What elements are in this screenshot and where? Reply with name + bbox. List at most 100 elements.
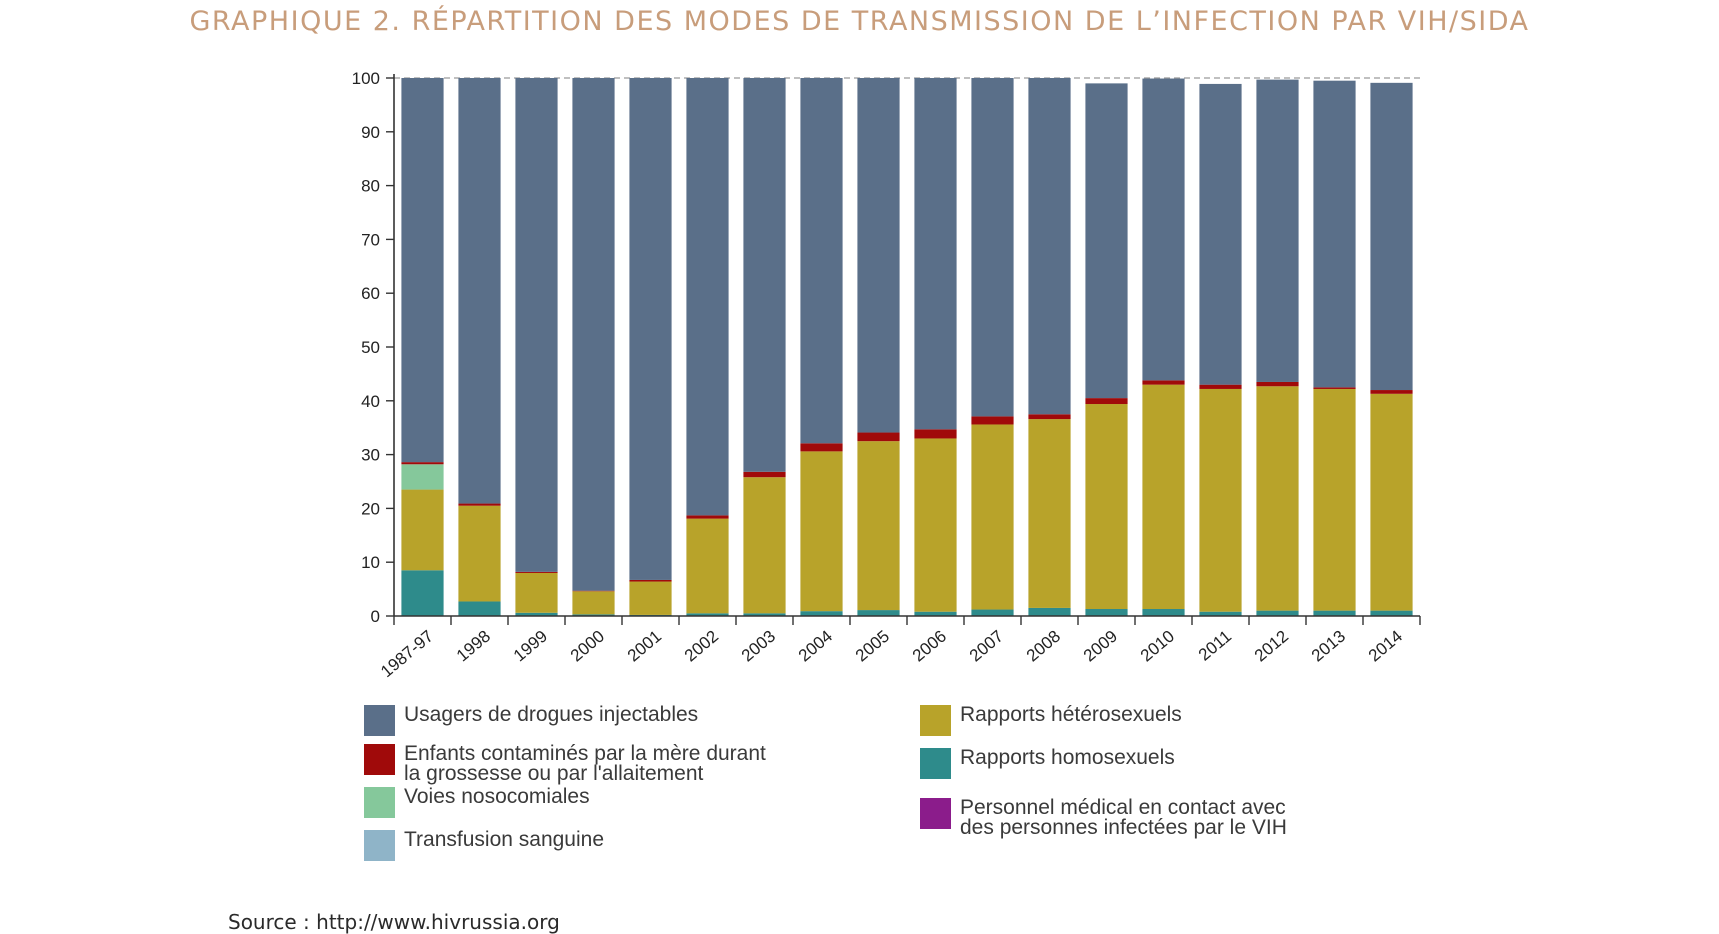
bar-2002-rapports-h-t-rosexuels bbox=[686, 518, 729, 614]
x-tick-label-2006: 2006 bbox=[909, 627, 950, 666]
legend-item-medical-staff: Personnel médical en contact avec des pe… bbox=[920, 796, 1380, 842]
bar-2001-rapports-h-t-rosexuels bbox=[629, 581, 672, 615]
legend-label-nosocomial: Voies nosocomiales bbox=[404, 785, 590, 808]
bar-2004-enfants-contamin-s-par-la-m-re-durant bbox=[800, 443, 843, 452]
bar-2000-rapports-h-t-rosexuels bbox=[572, 591, 615, 615]
bar-2002-enfants-contamin-s-par-la-m-re-durant bbox=[686, 515, 729, 519]
legend-item-nosocomial: Voies nosocomiales bbox=[364, 785, 824, 831]
bar-2013-rapports-h-t-rosexuels bbox=[1313, 388, 1356, 611]
bar-2007-enfants-contamin-s-par-la-m-re-durant bbox=[971, 416, 1014, 425]
x-tick-label-1998: 1998 bbox=[453, 627, 494, 666]
bar-2000-usagers-de-drogues-injectables bbox=[572, 78, 615, 591]
x-tick-label-2008: 2008 bbox=[1023, 627, 1064, 666]
legend-label-transfusion: Transfusion sanguine bbox=[404, 828, 605, 851]
bar-2000-rapports-homosexuels bbox=[572, 614, 615, 616]
legend-swatch-mother-child bbox=[364, 744, 395, 775]
y-tick-label-50: 50 bbox=[361, 338, 380, 357]
bar-2006-rapports-homosexuels bbox=[914, 611, 957, 616]
bar-2010-rapports-h-t-rosexuels bbox=[1142, 384, 1185, 610]
bar-1998-rapports-homosexuels bbox=[458, 601, 501, 616]
bar-2004-rapports-homosexuels bbox=[800, 611, 843, 616]
y-tick-label-0: 0 bbox=[371, 607, 380, 626]
legend-item-heterosexual: Rapports hétérosexuels bbox=[920, 703, 1380, 749]
x-tick-label-2013: 2013 bbox=[1308, 627, 1349, 666]
legend-swatch-idu bbox=[364, 705, 395, 736]
bar-2014-rapports-homosexuels bbox=[1370, 610, 1413, 616]
bar-1999-rapports-h-t-rosexuels bbox=[515, 572, 558, 613]
legend-label-heterosexual: Rapports hétérosexuels bbox=[960, 703, 1182, 726]
x-tick-label-2000: 2000 bbox=[567, 627, 608, 666]
legend-swatch-heterosexual bbox=[920, 705, 951, 736]
source-note: Source : http://www.hivrussia.org bbox=[228, 910, 560, 934]
bar-2013-enfants-contamin-s-par-la-m-re-durant bbox=[1313, 387, 1356, 389]
bar-2008-rapports-homosexuels bbox=[1028, 607, 1071, 616]
bar-2011-rapports-h-t-rosexuels bbox=[1199, 388, 1242, 612]
bar-2011-rapports-homosexuels bbox=[1199, 611, 1242, 616]
y-tick-label-90: 90 bbox=[361, 123, 380, 142]
x-tick-label-2011: 2011 bbox=[1195, 627, 1235, 665]
bar-1998-enfants-contamin-s-par-la-m-re-durant bbox=[458, 503, 501, 506]
bar-1998-usagers-de-drogues-injectables bbox=[458, 78, 501, 504]
x-tick-label-2010: 2010 bbox=[1137, 627, 1178, 666]
x-tick-label-2014: 2014 bbox=[1365, 627, 1406, 666]
x-tick-label-2004: 2004 bbox=[795, 627, 836, 666]
bar-2008-enfants-contamin-s-par-la-m-re-durant bbox=[1028, 414, 1071, 420]
legend-swatch-medical-staff bbox=[920, 798, 951, 829]
x-tick-label-2002: 2002 bbox=[681, 627, 722, 666]
chart-title: GRAPHIQUE 2. RÉPARTITION DES MODES DE TR… bbox=[189, 6, 1530, 37]
bar-1987-97-voies-nosocomiales bbox=[401, 464, 444, 490]
bar-2001-usagers-de-drogues-injectables bbox=[629, 78, 672, 580]
bar-2007-usagers-de-drogues-injectables bbox=[971, 78, 1014, 417]
y-tick-label-40: 40 bbox=[361, 392, 380, 411]
bar-2009-usagers-de-drogues-injectables bbox=[1085, 83, 1128, 399]
x-tick-label-2005: 2005 bbox=[852, 627, 893, 666]
legend-swatch-transfusion bbox=[364, 830, 395, 861]
x-tick-label-1999: 1999 bbox=[510, 627, 551, 666]
bar-2003-enfants-contamin-s-par-la-m-re-durant bbox=[743, 471, 786, 478]
bar-2008-rapports-h-t-rosexuels bbox=[1028, 419, 1071, 608]
bar-2005-enfants-contamin-s-par-la-m-re-durant bbox=[857, 432, 900, 442]
legend-item-mother-child: Enfants contaminés par la mère durant la… bbox=[364, 743, 824, 788]
legend-label-medical-staff: Personnel médical en contact avec des pe… bbox=[960, 796, 1287, 839]
x-tick-label-2012: 2012 bbox=[1251, 627, 1292, 666]
bar-2003-rapports-homosexuels bbox=[743, 613, 786, 616]
bar-2003-usagers-de-drogues-injectables bbox=[743, 78, 786, 472]
bar-2012-enfants-contamin-s-par-la-m-re-durant bbox=[1256, 381, 1299, 387]
bar-1998-rapports-h-t-rosexuels bbox=[458, 505, 501, 602]
bar-1987-97-rapports-homosexuels bbox=[401, 570, 444, 616]
legend-swatch-nosocomial bbox=[364, 787, 395, 818]
bar-2012-rapports-h-t-rosexuels bbox=[1256, 386, 1299, 611]
bar-2000-enfants-contamin-s-par-la-m-re-durant bbox=[572, 590, 615, 592]
bar-2006-rapports-h-t-rosexuels bbox=[914, 438, 957, 612]
y-tick-label-100: 100 bbox=[352, 69, 380, 88]
bar-2014-enfants-contamin-s-par-la-m-re-durant bbox=[1370, 390, 1413, 394]
y-tick-label-70: 70 bbox=[361, 230, 380, 249]
bar-2009-enfants-contamin-s-par-la-m-re-durant bbox=[1085, 398, 1128, 405]
bar-2014-usagers-de-drogues-injectables bbox=[1370, 82, 1413, 391]
legend-label-idu: Usagers de drogues injectables bbox=[404, 703, 699, 726]
legend-label-homosexual: Rapports homosexuels bbox=[960, 746, 1175, 769]
bar-2012-rapports-homosexuels bbox=[1256, 610, 1299, 616]
bar-2005-usagers-de-drogues-injectables bbox=[857, 78, 900, 433]
x-tick-label-2001: 2001 bbox=[624, 627, 665, 666]
bar-2007-rapports-homosexuels bbox=[971, 609, 1014, 616]
bar-2009-rapports-h-t-rosexuels bbox=[1085, 404, 1128, 610]
bar-2003-rapports-h-t-rosexuels bbox=[743, 477, 786, 614]
y-tick-label-60: 60 bbox=[361, 284, 380, 303]
bar-2013-rapports-homosexuels bbox=[1313, 610, 1356, 616]
x-tick-label-1987-97: 1987-97 bbox=[377, 627, 437, 682]
bars-layer bbox=[401, 78, 1413, 616]
bar-1987-97-usagers-de-drogues-injectables bbox=[401, 78, 444, 463]
bar-2013-usagers-de-drogues-injectables bbox=[1313, 80, 1356, 388]
y-tick-label-20: 20 bbox=[361, 499, 380, 518]
bar-2004-rapports-h-t-rosexuels bbox=[800, 451, 843, 612]
bar-2011-enfants-contamin-s-par-la-m-re-durant bbox=[1199, 384, 1242, 389]
bar-2006-enfants-contamin-s-par-la-m-re-durant bbox=[914, 429, 957, 439]
bar-1999-usagers-de-drogues-injectables bbox=[515, 78, 558, 572]
legend-item-transfusion: Transfusion sanguine bbox=[364, 828, 824, 874]
legend-item-idu: Usagers de drogues injectables bbox=[364, 703, 824, 749]
bar-2001-enfants-contamin-s-par-la-m-re-durant bbox=[629, 579, 672, 582]
legend-swatch-homosexual bbox=[920, 748, 951, 779]
bar-2010-usagers-de-drogues-injectables bbox=[1142, 78, 1185, 381]
